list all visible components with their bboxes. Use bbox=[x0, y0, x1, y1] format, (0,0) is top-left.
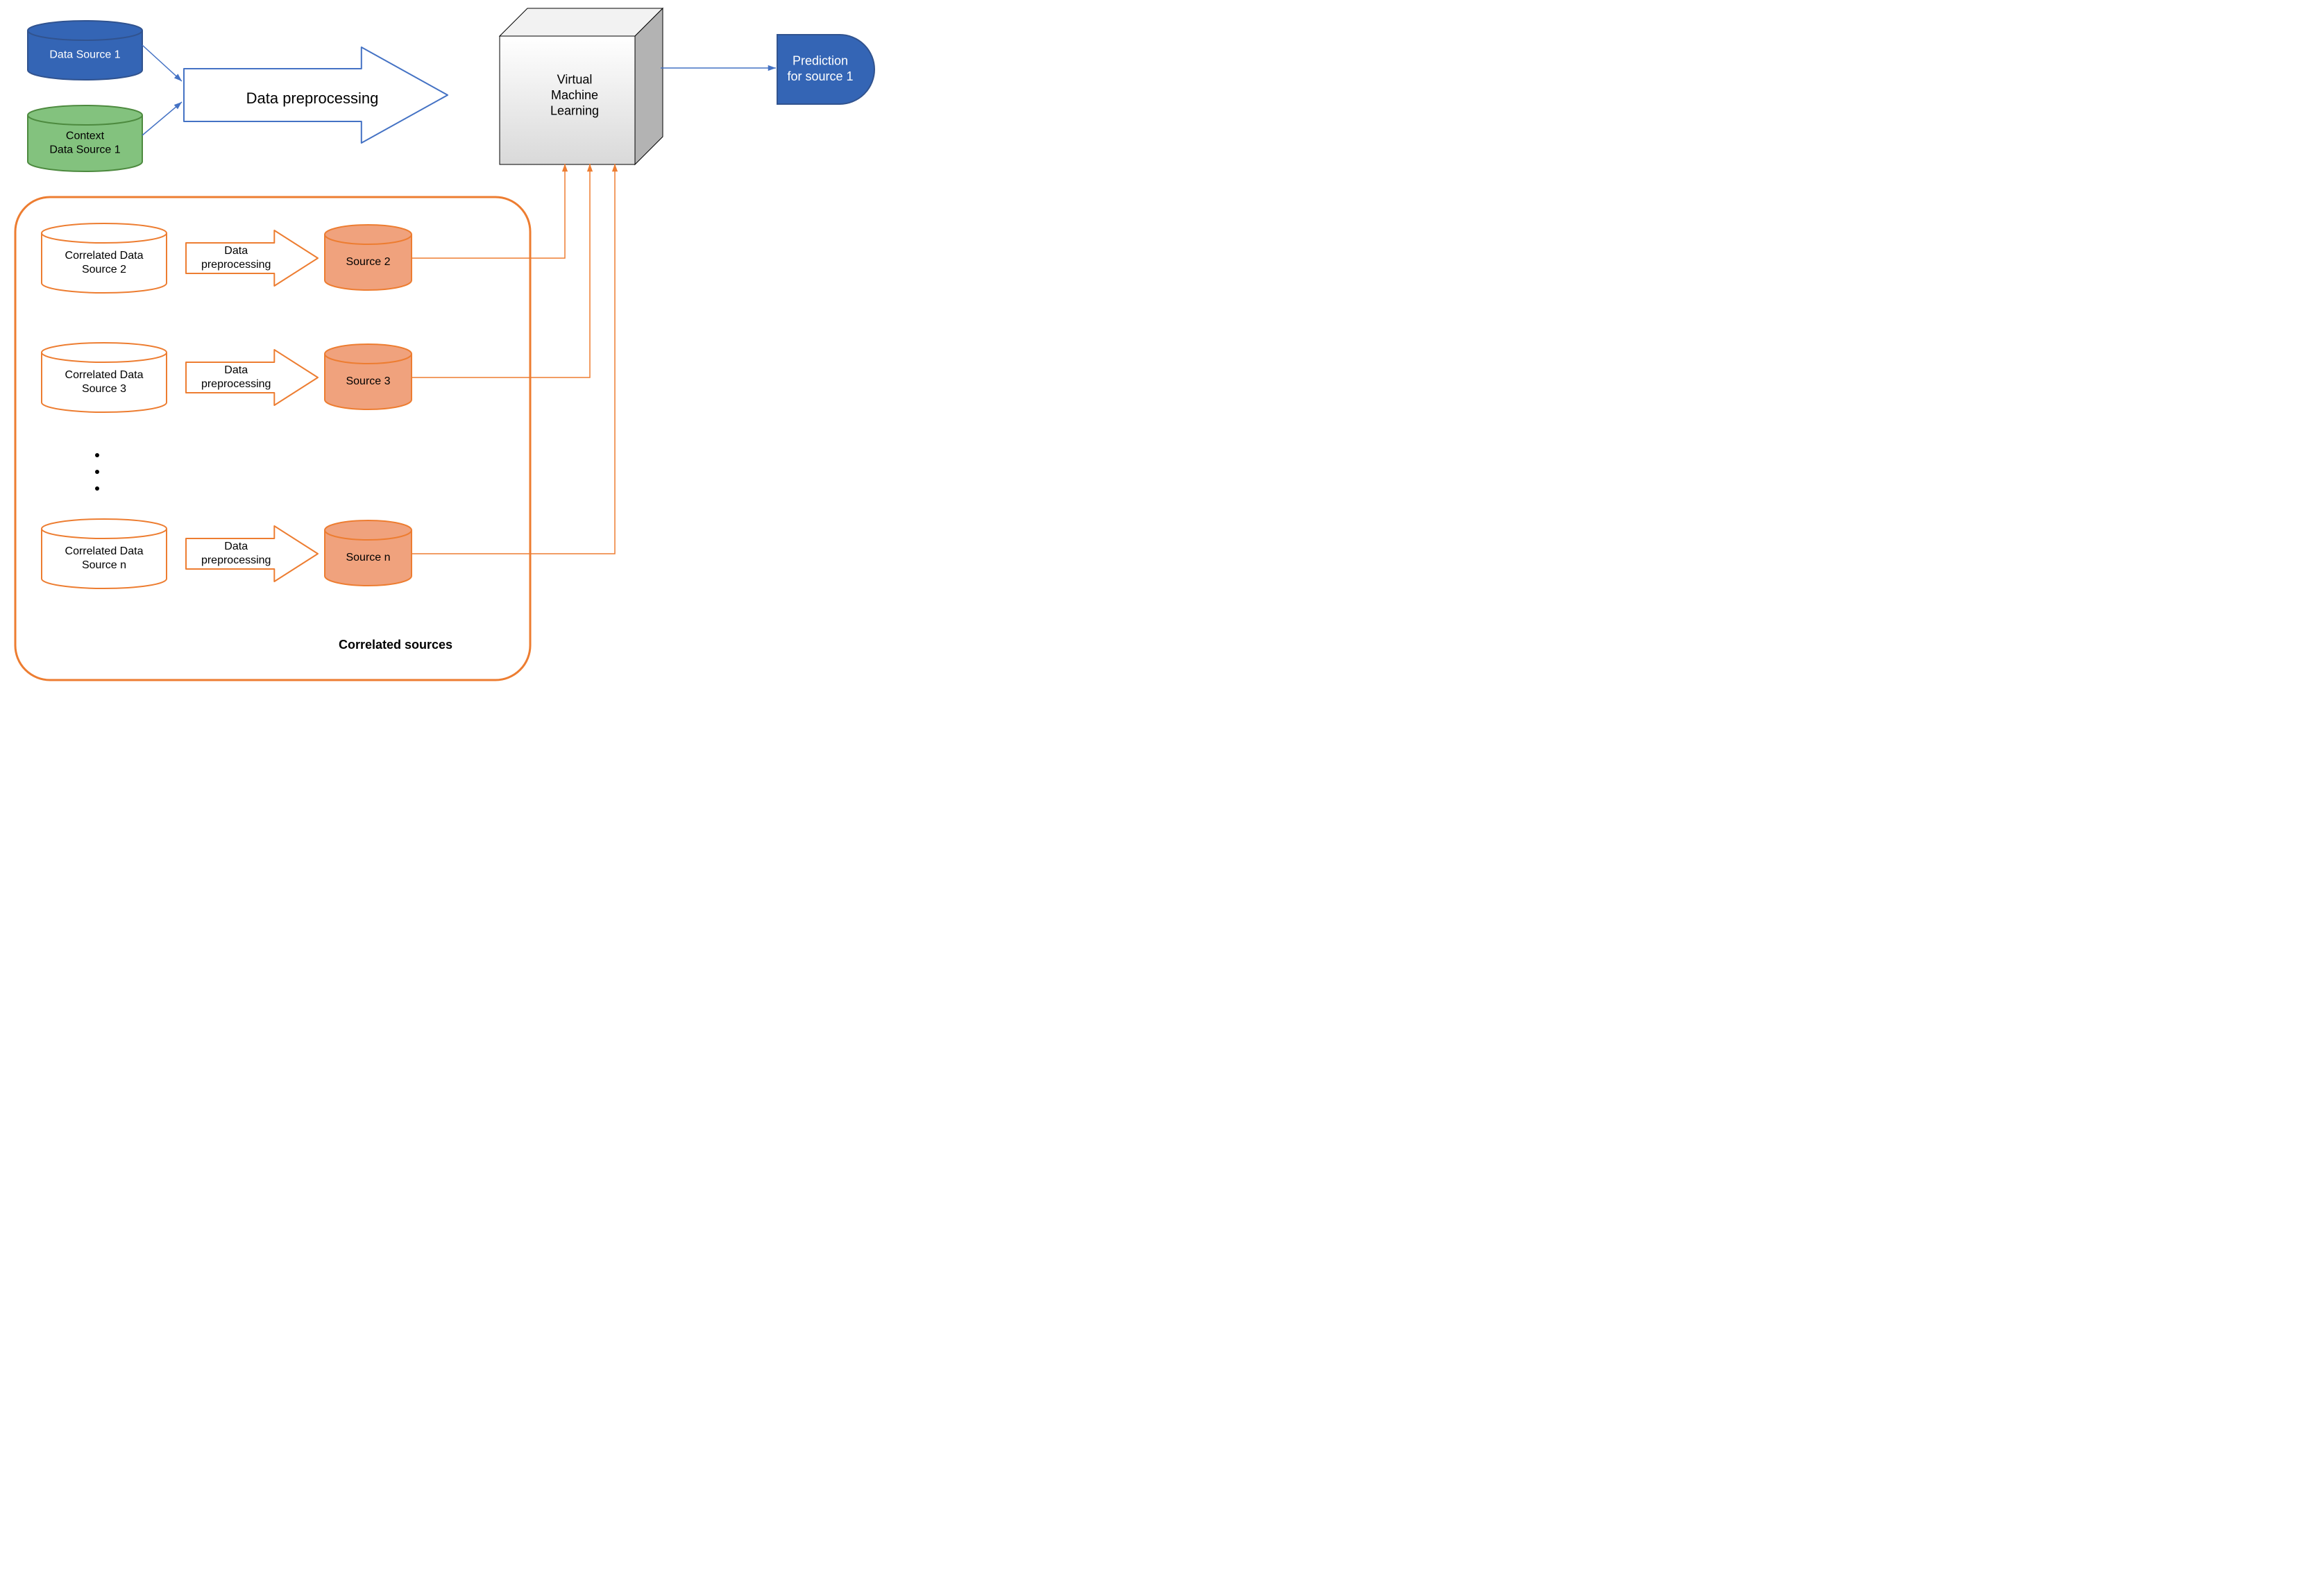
ellipsis-dot bbox=[95, 470, 99, 474]
ellipsis-dot bbox=[95, 453, 99, 457]
correlated-in-0-label: Source 2 bbox=[82, 264, 126, 275]
block-arrow bbox=[186, 230, 318, 286]
row-arrow-label-2: Data bbox=[224, 541, 248, 552]
correlated-in-1-label: Correlated Data bbox=[65, 369, 144, 381]
row-arrow-label-1: Data bbox=[224, 364, 248, 376]
block-arrow bbox=[186, 350, 318, 405]
big-arrow-label: Data preprocessing bbox=[246, 90, 379, 107]
block-arrow bbox=[186, 526, 318, 581]
source-out-1-label: Source 3 bbox=[346, 375, 390, 387]
vml-label: Machine bbox=[551, 88, 598, 102]
context-data-source-1-label: Context bbox=[66, 130, 105, 142]
ellipsis-dot bbox=[95, 486, 99, 491]
correlated-in-1-label: Source 3 bbox=[82, 383, 126, 395]
correlated-sources-title: Correlated sources bbox=[339, 638, 452, 652]
vml-label: Virtual bbox=[557, 72, 593, 86]
source-out-0-label: Source 2 bbox=[346, 256, 390, 268]
context-data-source-1-label: Data Source 1 bbox=[49, 144, 120, 156]
prediction-label: Prediction bbox=[793, 54, 848, 68]
correlated-in-2-label: Correlated Data bbox=[65, 545, 144, 557]
row-arrow-label-1: preprocessing bbox=[201, 378, 271, 390]
row-arrow-label-0: preprocessing bbox=[201, 259, 271, 271]
correlated-in-0-label: Correlated Data bbox=[65, 250, 144, 262]
correlated-in-2-label: Source n bbox=[82, 559, 126, 571]
prediction-label: for source 1 bbox=[787, 69, 853, 83]
vml-label: Learning bbox=[550, 103, 599, 117]
source-out-2-label: Source n bbox=[346, 552, 390, 563]
row-arrow-label-2: preprocessing bbox=[201, 554, 271, 566]
row-arrow-label-0: Data bbox=[224, 245, 248, 257]
diagram-canvas: Data Source 1 Context Data Source 1 Data pr… bbox=[0, 0, 1013, 699]
data-source-1-label: Data Source 1 bbox=[49, 49, 120, 61]
